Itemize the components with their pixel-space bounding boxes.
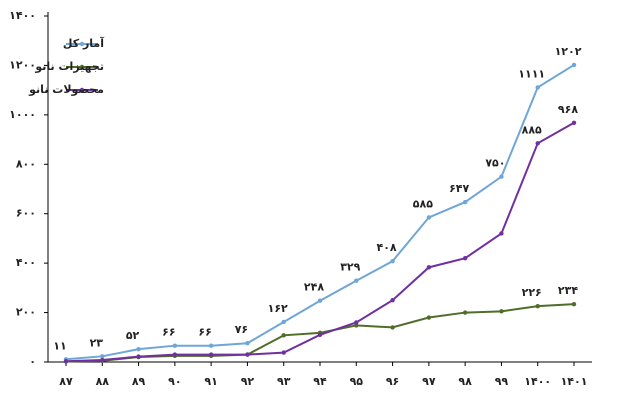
data-point	[100, 354, 105, 359]
data-label: ۷۶	[235, 323, 248, 336]
data-label: ۶۴۷	[449, 182, 469, 195]
y-tick-label: ۰	[29, 355, 36, 368]
data-point	[317, 332, 323, 338]
data-point	[462, 310, 468, 315]
data-point	[136, 354, 141, 359]
data-label: ۳۲۹	[340, 261, 360, 274]
data-label: ۱۱	[53, 339, 66, 352]
data-point	[535, 141, 540, 146]
data-label: ۹۶۸	[558, 103, 578, 116]
data-point	[317, 298, 323, 303]
x-tick-label: ۸۹	[132, 375, 146, 388]
data-point	[172, 352, 178, 357]
data-point	[462, 256, 468, 261]
legend-label: تجهیزات نانو	[34, 60, 104, 73]
data-point	[354, 320, 359, 325]
y-tick-label: ۴۰۰	[16, 256, 36, 269]
data-label: ۲۳۴	[558, 284, 578, 297]
x-tick-label: ۸۷	[59, 375, 73, 388]
data-point	[535, 85, 540, 90]
y-tick-label: ۱۴۰۰	[9, 9, 36, 22]
data-point	[426, 315, 432, 320]
data-label: ۷۵۰	[485, 157, 505, 170]
data-point	[462, 199, 468, 205]
legend-label: آمار کل	[63, 36, 104, 50]
legend-marker	[79, 41, 85, 47]
data-label: ۲۲۶	[522, 286, 542, 299]
data-label: ۶۶	[198, 326, 211, 339]
data-point	[245, 341, 250, 346]
data-point	[535, 303, 540, 309]
data-label: ۵۸۵	[413, 197, 433, 210]
x-tick-label: ۹۳	[277, 375, 291, 388]
data-point	[571, 120, 577, 125]
data-point	[354, 278, 359, 283]
x-tick-label: ۹۲	[241, 375, 255, 388]
data-point	[499, 309, 504, 314]
x-tick-label: ۹۶	[386, 375, 399, 388]
data-label: ۵۲	[126, 329, 140, 342]
data-point	[172, 343, 178, 348]
y-tick-label: ۲۰۰	[16, 306, 36, 319]
data-point	[499, 231, 504, 236]
x-tick-label: ۹۹	[495, 375, 509, 388]
data-label: ۶۶	[162, 326, 175, 339]
data-label: ۴۰۸	[376, 241, 396, 254]
data-point	[136, 346, 141, 352]
data-label: ۱۱۱۱	[518, 67, 545, 80]
data-label: ۱۲۰۲	[555, 45, 582, 58]
y-tick-label: ۱۲۰۰	[9, 58, 36, 71]
x-tick-label: ۹۰	[168, 375, 181, 388]
x-tick-label: ۹۴	[313, 375, 327, 388]
data-point	[63, 359, 69, 364]
data-point	[281, 319, 286, 325]
data-point	[245, 352, 250, 357]
data-point	[426, 215, 432, 220]
legend-marker	[79, 87, 85, 93]
data-point	[571, 62, 577, 68]
x-tick-label: ۹۱	[204, 375, 217, 388]
data-point	[499, 174, 504, 179]
y-tick-label: ۸۰۰	[16, 157, 36, 170]
series-line	[65, 64, 575, 361]
x-tick-label: ۸۸	[96, 375, 110, 388]
x-tick-label: ۹۸	[458, 375, 472, 388]
data-point	[390, 325, 395, 330]
data-label: ۲۴۸	[304, 281, 324, 294]
data-point	[390, 298, 395, 303]
data-point	[208, 343, 214, 348]
legend-marker	[79, 64, 85, 70]
data-label: ۸۸۵	[522, 123, 542, 136]
data-label: ۱۶۲	[268, 302, 288, 315]
y-tick-label: ۱۰۰۰	[9, 108, 36, 121]
x-tick-label: ۱۴۰۰	[524, 375, 551, 388]
x-tick-label: ۱۴۰۱	[561, 375, 588, 388]
data-label: ۲۳	[90, 336, 104, 349]
data-point	[208, 352, 214, 357]
data-point	[390, 258, 395, 264]
x-tick-label: ۹۵	[350, 375, 364, 388]
legend-label: محصولات نانو	[28, 83, 104, 96]
data-point	[281, 350, 286, 355]
x-tick-label: ۹۷	[422, 375, 436, 388]
data-point	[571, 301, 577, 307]
data-point	[426, 265, 432, 270]
data-point	[100, 357, 105, 363]
y-tick-label: ۶۰۰	[16, 207, 36, 220]
data-point	[281, 333, 286, 338]
